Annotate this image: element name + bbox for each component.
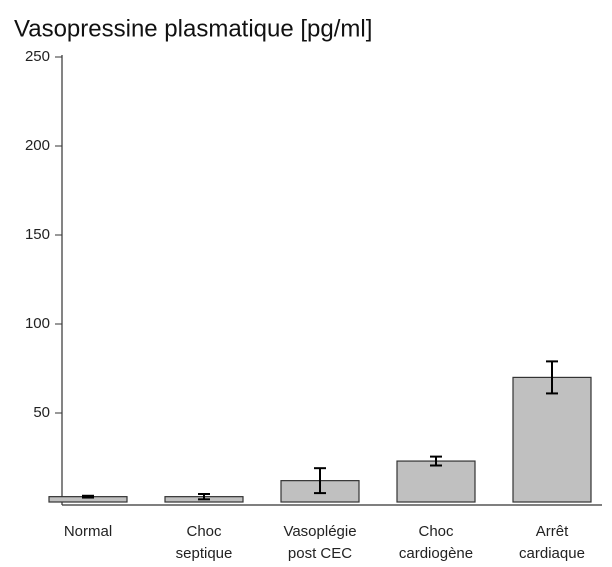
error-bar bbox=[546, 360, 558, 395]
y-tick-label: 50 bbox=[33, 404, 50, 421]
x-tick-label: Choc bbox=[418, 523, 454, 540]
x-tick-label: cardiaque bbox=[519, 545, 585, 562]
x-tick-label: post CEC bbox=[288, 545, 352, 562]
bar bbox=[396, 460, 476, 503]
x-tick-label: Choc bbox=[186, 523, 222, 540]
y-tick-label: 200 bbox=[25, 137, 50, 154]
x-tick-label: Arrêt bbox=[536, 523, 569, 540]
x-tick-label: Normal bbox=[64, 523, 112, 540]
chart-title: Vasopressine plasmatique [pg/ml] bbox=[14, 15, 372, 42]
x-tick-label: Vasoplégie bbox=[283, 523, 356, 540]
error-bar bbox=[430, 455, 442, 467]
y-tick-label: 250 bbox=[25, 48, 50, 65]
bar bbox=[512, 376, 592, 503]
error-bar bbox=[198, 492, 210, 501]
x-tick-label: septique bbox=[176, 545, 233, 562]
error-bar bbox=[314, 467, 326, 495]
y-tick-label: 150 bbox=[25, 226, 50, 243]
y-tick-label: 100 bbox=[25, 315, 50, 332]
x-tick-label: cardiogène bbox=[399, 545, 473, 562]
error-bar bbox=[82, 494, 94, 499]
